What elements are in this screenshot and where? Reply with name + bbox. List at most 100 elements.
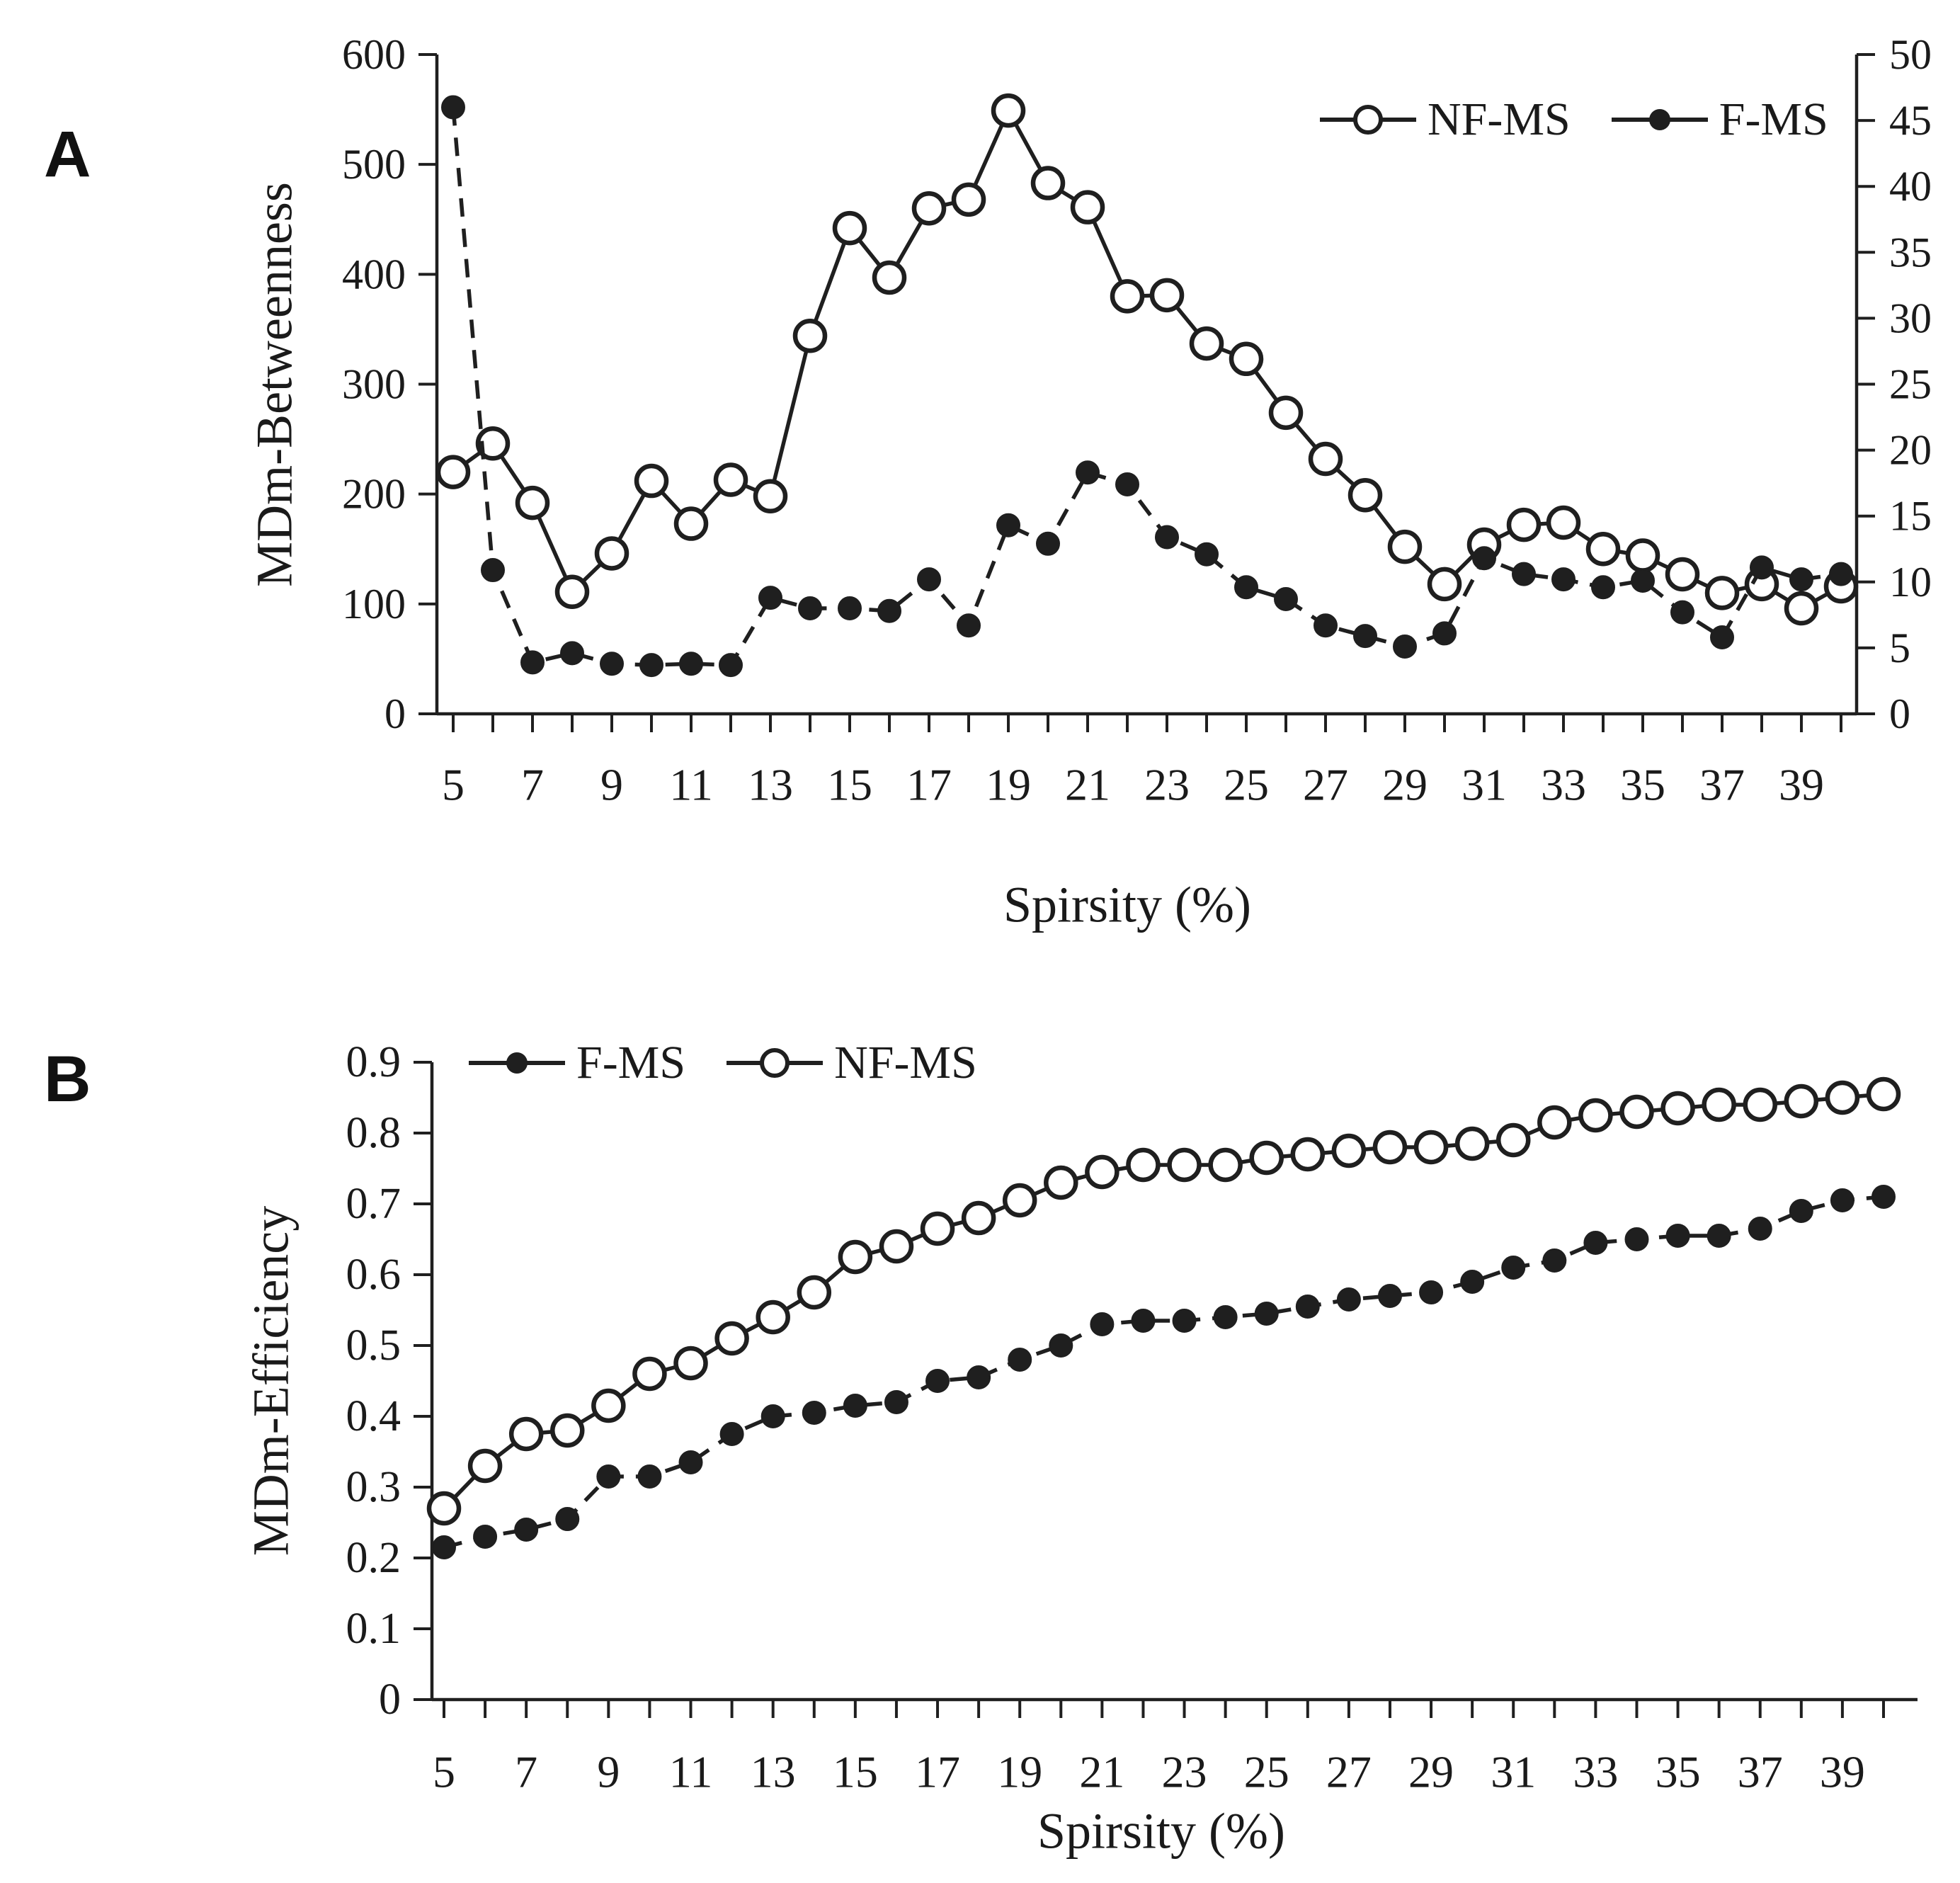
filled-circle-marker [798, 596, 822, 621]
svg-text:33: 33 [1541, 760, 1586, 810]
filled-circle-marker [1583, 1231, 1608, 1255]
open-circle-marker [951, 182, 986, 217]
svg-text:9: 9 [597, 1747, 620, 1797]
panel-b-series-f-ms [432, 1185, 1896, 1559]
filled-circle-marker [514, 1518, 539, 1542]
open-circle-marker [550, 1413, 585, 1448]
filled-circle-marker [678, 1450, 703, 1474]
panel-b-axes [430, 1062, 1918, 1702]
open-circle-marker [1249, 1140, 1284, 1176]
open-circle-marker [961, 1200, 996, 1236]
svg-text:17: 17 [906, 760, 952, 810]
open-circle-marker [475, 426, 511, 461]
svg-text:0: 0 [1889, 690, 1910, 737]
filled-circle-marker [1512, 562, 1536, 586]
filled-circle-marker [1076, 460, 1100, 485]
panel-a-plot: 0100200300400500600051015202530354045505… [342, 31, 1932, 810]
filled-circle-marker [1131, 1309, 1156, 1333]
panel-b-label: B [44, 1043, 91, 1115]
open-circle-marker [1743, 1087, 1777, 1122]
svg-text:5: 5 [442, 760, 465, 810]
filled-circle-marker [1829, 562, 1853, 586]
filled-circle-marker [719, 1422, 744, 1446]
filled-circle-marker [1460, 1270, 1485, 1294]
filled-circle-marker [1036, 531, 1060, 556]
open-circle-marker [1784, 591, 1819, 626]
open-circle-marker [1506, 507, 1542, 542]
filled-circle-marker [1789, 567, 1813, 592]
svg-text:100: 100 [342, 581, 406, 627]
svg-text:15: 15 [833, 1747, 878, 1797]
open-circle-marker [797, 1275, 832, 1310]
open-circle-marker [515, 485, 550, 520]
open-circle-marker [1348, 477, 1383, 513]
open-circle-marker [467, 1448, 503, 1484]
svg-text:0.6: 0.6 [346, 1251, 401, 1299]
filled-circle-marker [1665, 1224, 1690, 1248]
filled-circle-marker [1254, 1302, 1279, 1326]
open-circle-marker [991, 93, 1026, 128]
svg-text:21: 21 [1079, 1747, 1124, 1797]
svg-text:15: 15 [827, 760, 872, 810]
filled-circle-marker [679, 652, 703, 676]
open-circle-marker [1619, 1094, 1654, 1130]
filled-circle-marker [1274, 587, 1298, 612]
open-circle-marker [1268, 395, 1304, 431]
filled-circle-legend-icon [469, 1052, 565, 1074]
filled-circle-marker [1472, 546, 1496, 571]
open-circle-marker [1308, 441, 1343, 477]
panel-a-x-axis-title: Spirsity (%) [1003, 876, 1251, 933]
open-circle-marker [1578, 1098, 1613, 1133]
open-circle-marker [1784, 1083, 1819, 1119]
svg-text:35: 35 [1620, 760, 1665, 810]
filled-circle-marker [1090, 1312, 1115, 1336]
panel-b-series-nf-ms [426, 1076, 1901, 1526]
filled-circle-marker [441, 95, 465, 120]
open-circle-marker [1413, 1130, 1449, 1165]
open-circle-marker [1585, 532, 1621, 567]
open-circle-marker [1454, 1126, 1490, 1161]
filled-circle-marker [1871, 1185, 1896, 1209]
legend-label: F-MS [576, 1037, 686, 1088]
filled-circle-marker [1008, 1348, 1032, 1372]
open-circle-marker [594, 536, 629, 571]
legend-item-f-ms: F-MS [467, 1036, 685, 1090]
svg-text:25: 25 [1889, 361, 1932, 408]
filled-circle-marker [843, 1394, 867, 1418]
filled-circle-marker [481, 558, 505, 583]
svg-text:5: 5 [1889, 625, 1910, 671]
filled-circle-marker [1419, 1280, 1444, 1304]
svg-text:0.5: 0.5 [346, 1321, 401, 1370]
open-circle-marker [426, 1491, 462, 1526]
open-circle-marker [1537, 1105, 1572, 1140]
filled-circle-marker [758, 586, 782, 610]
open-circle-marker [792, 318, 828, 353]
open-circle-marker [832, 210, 867, 246]
svg-text:19: 19 [997, 1747, 1042, 1797]
filled-circle-marker [473, 1525, 498, 1549]
open-circle-marker [1546, 505, 1581, 540]
open-circle-marker [838, 1239, 873, 1275]
open-circle-marker [1704, 576, 1740, 610]
filled-circle-marker [1670, 600, 1694, 625]
svg-text:9: 9 [600, 760, 623, 810]
open-circle-marker [1625, 538, 1660, 573]
filled-circle-marker [560, 641, 584, 666]
open-circle-marker [753, 479, 788, 514]
legend-item-nf-ms: NF-MS [725, 1036, 977, 1090]
filled-circle-marker [1314, 613, 1338, 638]
open-circle-marker [1070, 190, 1105, 224]
svg-text:15: 15 [1889, 493, 1932, 540]
open-circle-marker [435, 455, 471, 489]
filled-circle-marker [1750, 555, 1774, 580]
filled-circle-marker [1551, 567, 1576, 592]
open-circle-marker [1387, 529, 1423, 564]
svg-text:7: 7 [515, 1747, 537, 1797]
panel-b-x-axis-title: Spirsity (%) [1037, 1802, 1285, 1860]
svg-text:600: 600 [342, 31, 406, 78]
open-circle-marker [1290, 1137, 1326, 1172]
open-circle-marker [1825, 1080, 1860, 1115]
open-circle-marker [1110, 279, 1145, 314]
svg-text:19: 19 [986, 760, 1031, 810]
svg-text:20: 20 [1889, 427, 1932, 474]
